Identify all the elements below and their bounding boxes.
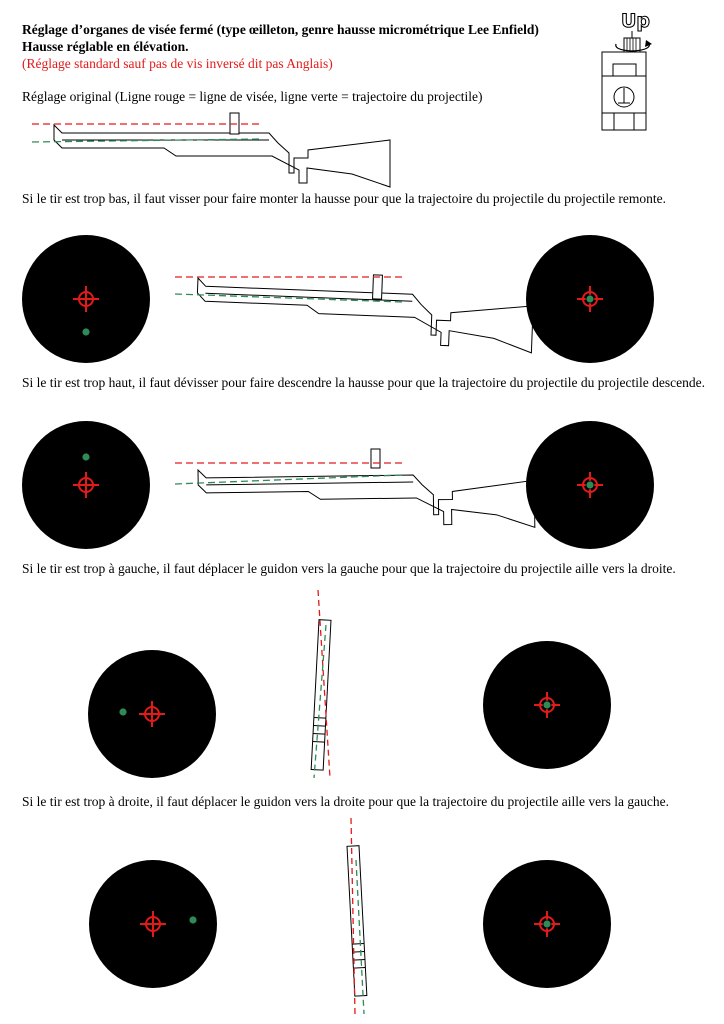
page-title: Réglage d’organes de visée fermé (type œ… — [22, 22, 539, 37]
section-too-low-caption: Si le tir est trop bas, il faut visser p… — [22, 191, 667, 206]
top-view-barrel — [346, 845, 368, 997]
section-too-right-caption: Si le tir est trop à droite, il faut dép… — [22, 794, 670, 809]
page-subtitle: Hausse réglable en élévation. — [22, 39, 189, 54]
up-label: Up — [621, 10, 650, 32]
section-original-caption: Réglage original (Ligne rouge = ligne de… — [22, 89, 483, 104]
section-too-high-caption: Si le tir est trop haut, il faut dévisse… — [22, 375, 705, 390]
projectile-trajectory — [31, 138, 263, 143]
section-too-left-caption: Si le tir est trop à gauche, il faut dép… — [22, 561, 676, 576]
standard-note: (Réglage standard sauf pas de vis invers… — [22, 56, 333, 71]
